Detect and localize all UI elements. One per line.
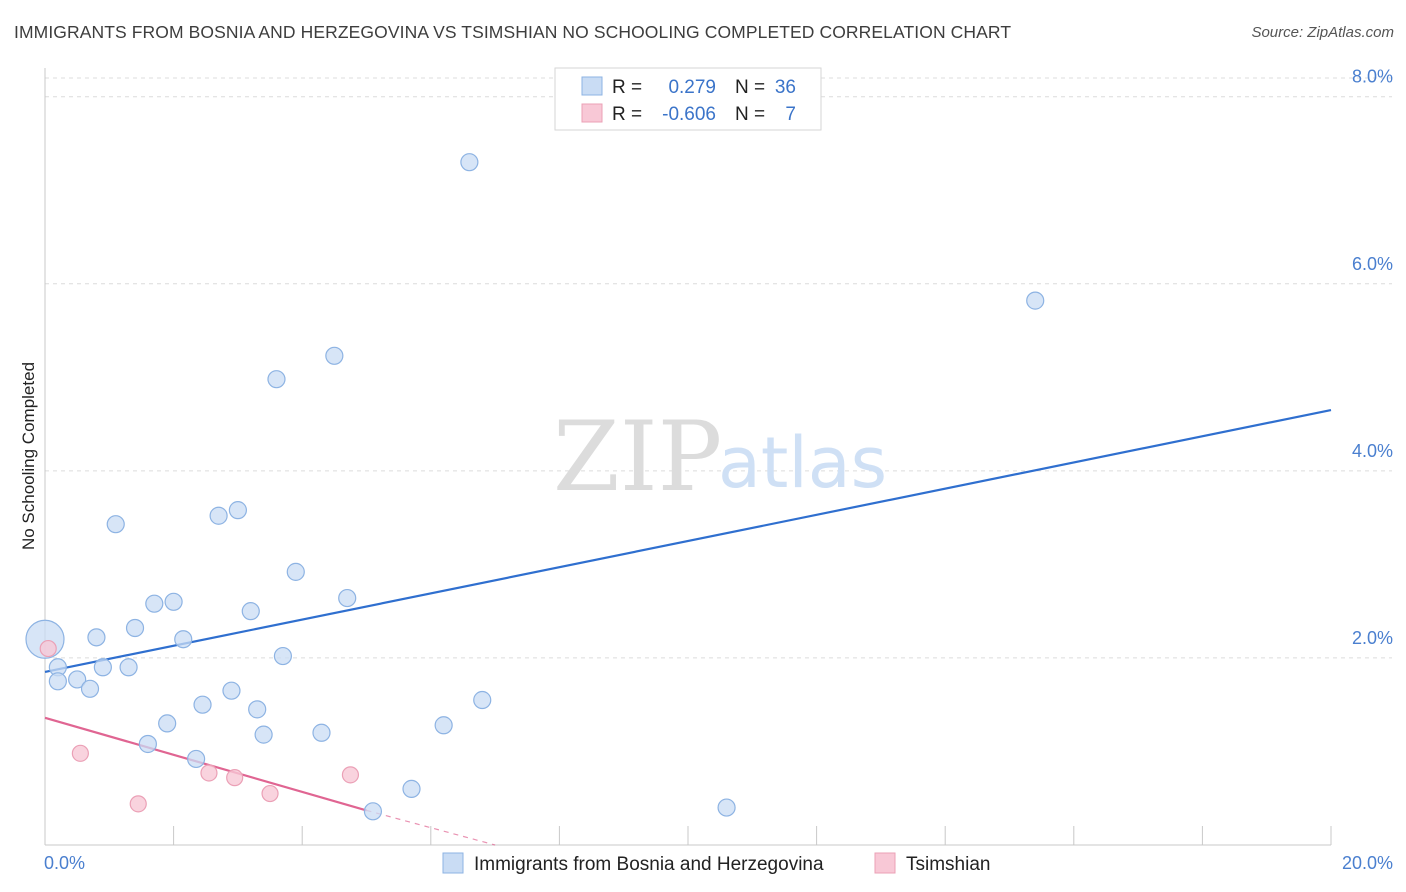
data-point-blue [68, 670, 87, 689]
legend-swatch-pink [581, 103, 603, 123]
data-point-blue [228, 501, 247, 520]
trend-line-pink [44, 716, 367, 812]
data-point-blue [434, 716, 453, 735]
watermark-zip: ZIP [553, 401, 722, 513]
data-point-blue [286, 562, 305, 581]
points-layer [25, 153, 1045, 821]
data-point-blue [187, 749, 206, 769]
grid-layer [45, 77, 1392, 659]
data-point-blue [174, 630, 193, 649]
series-legend-label-pink: Tsimshian [906, 854, 990, 875]
data-point-blue [119, 658, 138, 677]
data-point-blue [473, 690, 492, 710]
data-point-blue [402, 779, 421, 798]
legend-r-value-blue: 0.279 [668, 77, 716, 98]
data-point-pink [71, 744, 89, 762]
data-point-blue [106, 515, 125, 534]
data-point-blue [158, 714, 177, 733]
data-point-blue [363, 802, 383, 821]
y-tick-label: 4.0% [1352, 441, 1393, 461]
legend-swatch-blue [581, 76, 603, 96]
data-point-blue [125, 618, 145, 638]
data-point-pink [341, 766, 360, 784]
data-point-blue [80, 679, 100, 698]
data-point-pink [39, 639, 57, 658]
data-point-pink [200, 764, 218, 782]
trend-layer [44, 408, 1332, 846]
series-legend-swatch-pink [874, 852, 896, 874]
legend-r-label-pink: R = [612, 104, 642, 125]
legend-r-value-pink: -0.606 [662, 104, 716, 125]
data-point-blue [460, 153, 479, 172]
trend-line-pink-extension [366, 809, 496, 846]
trend-line-blue [44, 408, 1332, 674]
y-axis-label: No Schooling Completed [19, 362, 38, 550]
data-point-blue [338, 588, 357, 608]
data-point-blue [273, 646, 293, 666]
data-point-blue [222, 681, 241, 700]
data-point-blue [717, 798, 736, 817]
legend-n-label-blue: N = [735, 77, 765, 98]
stats-legend: R = 0.279 N = 36 R = -0.606 N = 7 [554, 67, 822, 131]
data-point-blue [312, 723, 331, 742]
data-point-pink [261, 784, 279, 803]
data-point-pink [226, 769, 244, 787]
data-point-blue [1026, 291, 1045, 310]
x-tick-label-left: 0.0% [44, 853, 85, 873]
data-point-blue [87, 628, 106, 647]
data-point-blue [209, 506, 228, 525]
data-point-blue [138, 734, 157, 754]
legend-n-label-pink: N = [735, 104, 765, 125]
legend-n-value-pink: 7 [785, 104, 796, 125]
y-tick-label: 2.0% [1352, 628, 1393, 648]
data-point-blue [254, 725, 273, 744]
chart-title: IMMIGRANTS FROM BOSNIA AND HERZEGOVINA V… [14, 22, 1012, 42]
legend-n-value-blue: 36 [775, 77, 796, 98]
data-point-pink [129, 795, 147, 813]
legend-r-label-blue: R = [612, 77, 642, 98]
axis-layer: 2.0% 4.0% 6.0% 8.0% 0.0% 20.0% [44, 67, 1393, 873]
chart-source: Source: ZipAtlas.com [1251, 24, 1394, 41]
y-tick-label: 6.0% [1352, 254, 1393, 274]
watermark-atlas: atlas [718, 422, 887, 504]
series-legend-swatch-blue [442, 852, 464, 874]
data-point-blue [325, 346, 344, 365]
data-point-blue [48, 672, 67, 691]
x-tick-label-right: 20.0% [1342, 853, 1393, 873]
y-tick-label: 8.0% [1352, 67, 1393, 87]
data-point-blue [93, 658, 112, 677]
data-point-blue [241, 602, 260, 621]
data-point-blue [193, 695, 212, 714]
data-point-blue [145, 594, 164, 613]
data-point-blue [164, 592, 183, 611]
series-legend-label-blue: Immigrants from Bosnia and Herzegovina [474, 854, 824, 875]
data-point-blue [248, 700, 267, 719]
series-legend: Immigrants from Bosnia and Herzegovina T… [442, 852, 990, 875]
data-point-blue [267, 370, 286, 389]
